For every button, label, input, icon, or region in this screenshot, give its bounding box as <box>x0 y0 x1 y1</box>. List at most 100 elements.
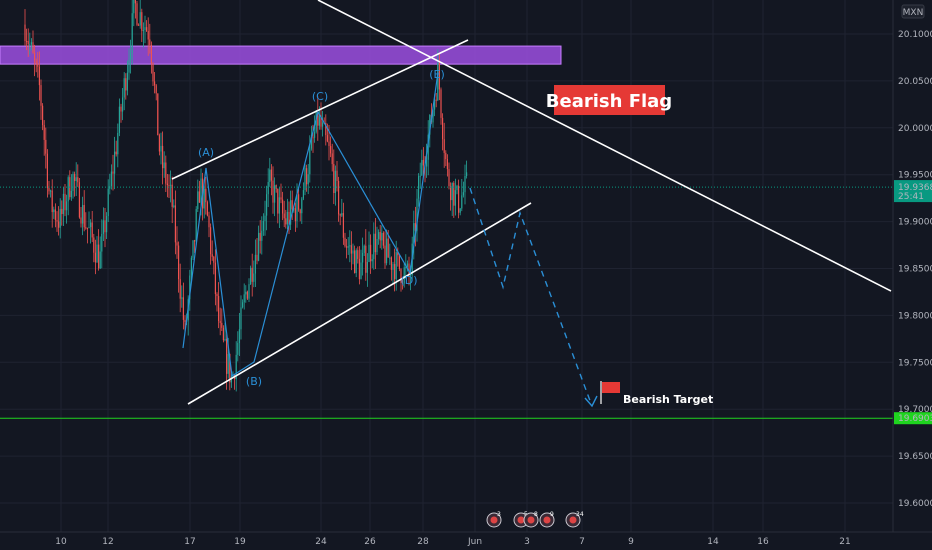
candle-body <box>194 240 196 242</box>
candle-body <box>102 220 104 234</box>
candle-body <box>99 251 101 269</box>
candle-body <box>56 220 58 222</box>
candle-body <box>40 85 42 106</box>
candle-body <box>106 216 108 233</box>
candle-body <box>250 267 252 285</box>
candle-body <box>334 170 336 193</box>
candle-body <box>298 194 300 210</box>
candle-body <box>429 115 431 135</box>
current-price-value: 19.93680 <box>898 183 932 193</box>
candle-body <box>125 78 127 91</box>
candle-body <box>198 191 200 203</box>
drawings <box>0 0 893 419</box>
labels: (A) (B) (C) (D) (E) Bearish Flag Bearish Targe… <box>198 68 713 406</box>
candle-body <box>62 193 64 215</box>
candle-body <box>418 176 420 199</box>
candle-body <box>197 191 199 210</box>
event-flag-dot-icon <box>569 516 577 524</box>
candle-body <box>442 117 444 140</box>
wave-label: (A) <box>198 146 214 159</box>
price-tick-label: 19.80000 <box>898 311 932 321</box>
candle-body <box>459 208 461 213</box>
candle-body <box>168 185 170 187</box>
candle-body <box>174 205 176 243</box>
candle-body <box>458 185 460 213</box>
flag-icon <box>602 382 620 393</box>
candle-body <box>136 3 138 25</box>
candle-body <box>64 193 66 211</box>
descending-trend-line <box>317 0 892 292</box>
candle-body <box>162 145 164 169</box>
candle-body <box>182 297 184 320</box>
candle-body <box>352 250 354 254</box>
candle-body <box>280 197 282 200</box>
candle-body <box>270 169 272 181</box>
candle-body <box>150 45 152 64</box>
candle-body <box>325 122 327 136</box>
candle-body <box>378 232 380 239</box>
candle-body <box>256 254 258 261</box>
candle-body <box>237 343 239 355</box>
candle-body <box>170 184 172 186</box>
candle-body <box>222 327 224 341</box>
resistance-zone <box>0 45 562 65</box>
candle-body <box>122 97 124 112</box>
candle-body <box>134 0 136 4</box>
candle-body <box>421 159 423 176</box>
candle-body <box>274 185 276 203</box>
candle-body <box>158 135 160 152</box>
candle-body <box>464 175 466 193</box>
candle-body <box>438 63 440 90</box>
candle-body <box>221 322 223 328</box>
candle-body <box>330 146 332 154</box>
wave-label: (D) <box>400 274 417 287</box>
candle-body <box>370 244 372 262</box>
candle-body <box>42 105 44 126</box>
wave-zigzag <box>182 71 439 378</box>
candle-body <box>422 159 424 166</box>
candle-body <box>437 63 439 101</box>
resistance-zone-layer <box>0 45 562 65</box>
candle-body <box>32 42 34 53</box>
candle-body <box>318 115 320 126</box>
candle-body <box>171 184 173 207</box>
candle-body <box>322 122 324 127</box>
candle-body <box>427 134 429 160</box>
candle-body <box>414 223 416 231</box>
candle-body <box>176 242 178 246</box>
candle-body <box>43 125 45 140</box>
candle-body <box>374 233 376 253</box>
price-tick-label: 19.60000 <box>898 499 932 509</box>
candle-body <box>386 238 388 264</box>
candle-body <box>152 63 154 82</box>
candle-body <box>294 208 296 222</box>
candle-body <box>240 307 242 330</box>
candle-body <box>82 205 84 224</box>
date-tick-label: 16 <box>757 537 769 547</box>
candle-body <box>154 81 156 86</box>
candle-body <box>408 263 410 276</box>
candle-body <box>94 252 96 263</box>
candle-body <box>402 282 404 284</box>
candle-body <box>406 263 408 267</box>
candle-body <box>363 245 365 253</box>
candle-body <box>112 171 114 174</box>
candle-body <box>398 255 400 270</box>
candle-body <box>243 294 245 303</box>
candle-body <box>46 153 48 189</box>
candle-body <box>306 168 308 185</box>
candle-body <box>229 354 231 383</box>
candle-body <box>149 39 151 46</box>
candle-body <box>66 201 68 211</box>
candle-body <box>389 257 391 259</box>
candle-body <box>304 168 306 191</box>
candle-body <box>166 183 168 186</box>
candle-body <box>141 12 143 31</box>
time-axis-background <box>0 532 932 550</box>
date-tick-label: Jun <box>467 537 482 547</box>
candle-body <box>38 66 40 86</box>
candle-body <box>35 60 37 64</box>
date-tick-label: 10 <box>55 537 67 547</box>
date-tick-label: 24 <box>315 537 327 547</box>
candle-body <box>142 30 144 32</box>
